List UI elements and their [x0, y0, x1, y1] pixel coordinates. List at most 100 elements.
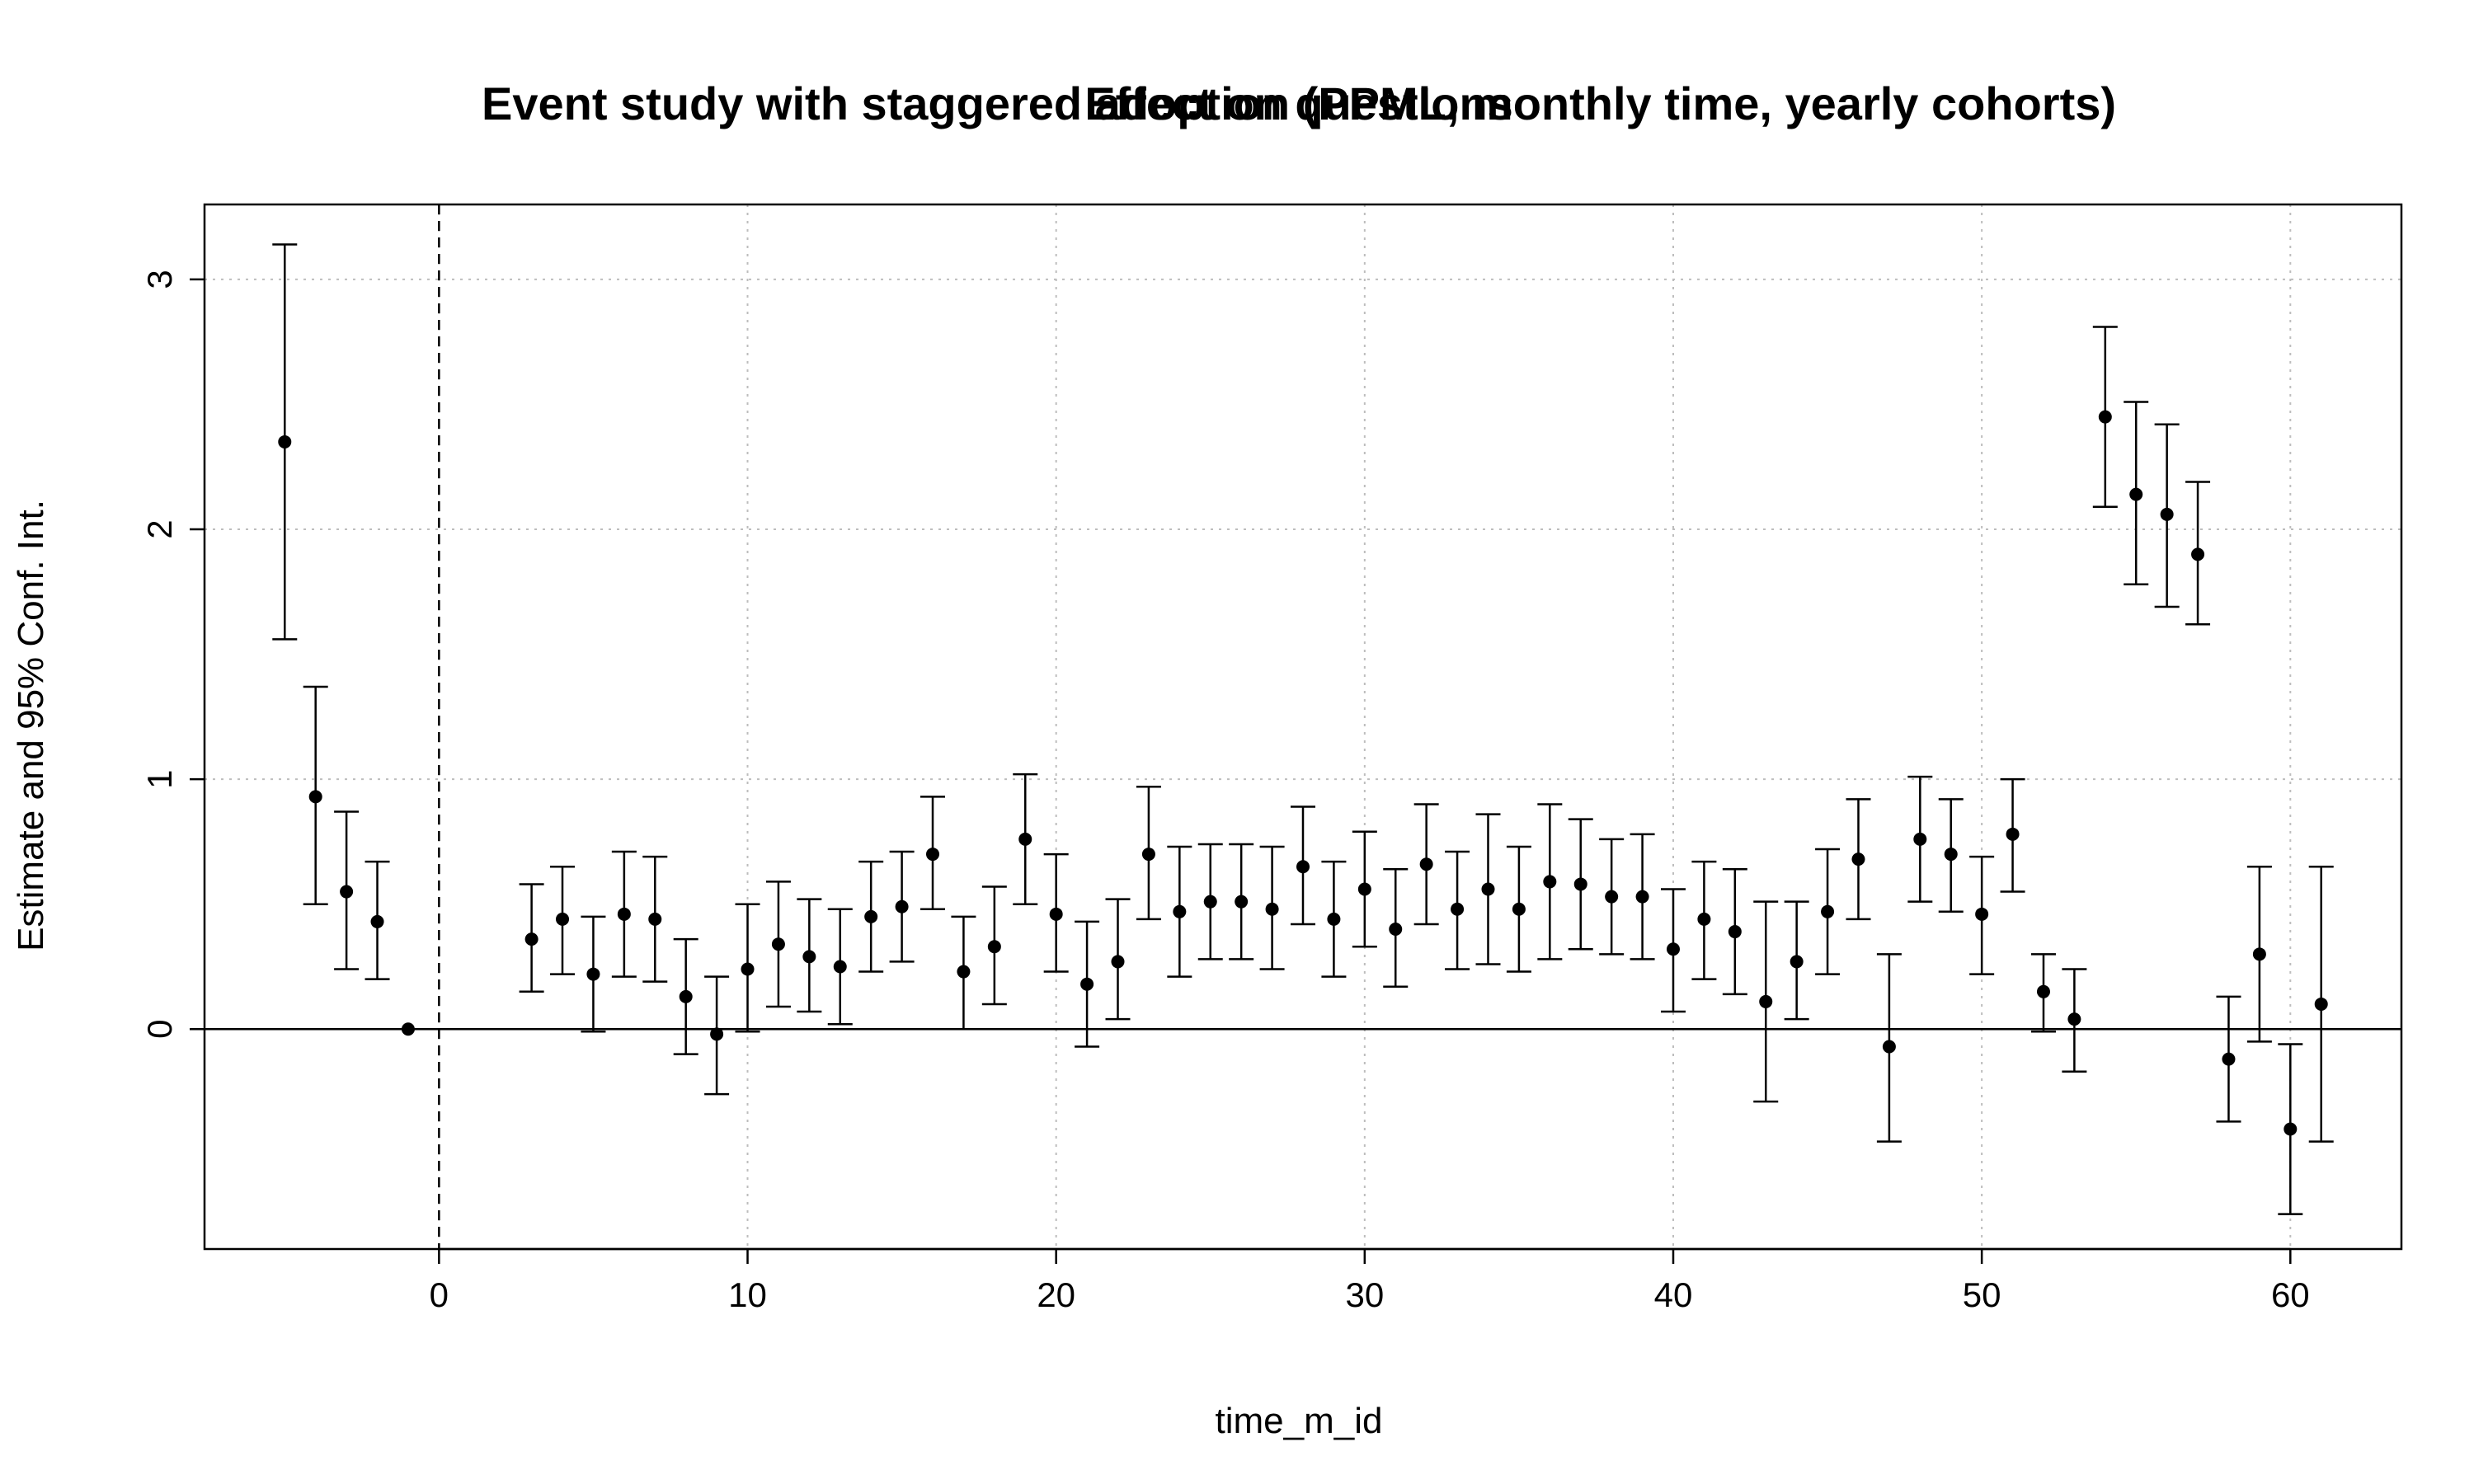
point-marker — [741, 962, 755, 976]
x-axis-label: time_m_id — [1216, 1401, 1383, 1441]
point-marker — [1265, 902, 1279, 916]
estimate-point — [1846, 798, 1871, 921]
point-marker — [1451, 902, 1465, 916]
estimate-point — [1229, 843, 1254, 960]
point-marker — [1049, 907, 1063, 921]
point-marker — [864, 909, 878, 923]
estimate-point — [334, 810, 360, 970]
x-tick-label: 60 — [2271, 1275, 2310, 1314]
estimate-point — [889, 850, 915, 963]
estimate-point — [2308, 865, 2334, 1143]
estimate-point — [1013, 773, 1038, 905]
estimate-point — [1784, 900, 1809, 1021]
point-marker — [524, 932, 539, 946]
point-marker — [1419, 857, 1433, 871]
point-marker — [2129, 487, 2143, 501]
estimate-point — [1753, 900, 1779, 1103]
x-tick-label: 30 — [1345, 1275, 1384, 1314]
estimate-point — [550, 865, 576, 975]
point-marker — [1327, 912, 1341, 926]
estimate-point — [1075, 920, 1100, 1048]
point-marker — [1389, 923, 1403, 937]
point-marker — [1296, 860, 1310, 874]
x-tick-label: 10 — [728, 1275, 767, 1314]
reference-lines — [205, 204, 2401, 1249]
point-marker — [1635, 890, 1649, 904]
point-marker — [1141, 848, 1155, 862]
point-marker — [987, 940, 1001, 954]
estimate-point — [1259, 845, 1285, 970]
point-marker — [926, 848, 940, 862]
estimate-point — [2124, 401, 2149, 585]
point-marker — [617, 907, 631, 921]
estimate-point — [401, 1022, 415, 1036]
point-marker — [1728, 925, 1742, 939]
estimate-point — [1938, 798, 1964, 913]
point-marker — [2222, 1052, 2236, 1066]
point-marker — [278, 434, 292, 448]
estimate-point — [1167, 845, 1192, 978]
estimate-point — [735, 903, 760, 1033]
point-marker — [710, 1027, 724, 1041]
y-tick-label: 3 — [140, 270, 179, 289]
point-marker — [1111, 955, 1125, 969]
point-marker — [2006, 827, 2020, 841]
point-marker — [556, 912, 570, 926]
estimate-point — [981, 885, 1007, 1006]
estimate-point — [2216, 995, 2241, 1123]
estimate-point — [1105, 898, 1131, 1021]
y-tick-label: 1 — [140, 769, 179, 788]
x-tick-label: 50 — [1963, 1275, 2001, 1314]
point-marker — [401, 1022, 415, 1036]
estimate-point — [1445, 850, 1470, 970]
estimate-point — [920, 796, 946, 911]
estimate-point — [1043, 852, 1069, 973]
x-tick-label: 0 — [430, 1275, 449, 1314]
point-marker — [1790, 955, 1804, 969]
estimate-point — [1568, 818, 1593, 951]
estimate-point — [1691, 860, 1717, 980]
point-marker — [2160, 507, 2174, 521]
estimate-point — [704, 975, 730, 1096]
point-marker — [586, 967, 600, 981]
estimate-point — [2030, 953, 2056, 1033]
y-tick-label: 0 — [140, 1020, 179, 1039]
point-marker — [1913, 832, 1927, 846]
point-marker — [679, 989, 693, 1003]
estimate-point — [1475, 813, 1501, 965]
point-marker — [1944, 848, 1958, 862]
estimate-point — [2154, 423, 2180, 608]
estimate-point — [1537, 803, 1563, 960]
estimate-point — [797, 898, 822, 1013]
estimate-point — [272, 243, 298, 641]
estimate-point — [1291, 805, 1315, 926]
point-marker — [2252, 947, 2266, 961]
estimate-point — [858, 860, 884, 973]
point-marker — [957, 965, 971, 979]
x-axis: 0 10 20 30 40 50 60 — [430, 1247, 2310, 1314]
estimate-point — [1660, 888, 1686, 1013]
estimate-point — [765, 881, 791, 1008]
point-marker — [2284, 1122, 2298, 1136]
point-marker — [1975, 907, 1989, 921]
point-marker — [308, 790, 322, 804]
point-marker — [1882, 1040, 1896, 1054]
estimate-point — [2278, 1043, 2303, 1215]
point-marker — [1173, 904, 1187, 918]
estimate-point — [1197, 843, 1223, 960]
point-marker — [1512, 902, 1526, 916]
point-marker — [802, 950, 816, 964]
point-marker — [1543, 875, 1557, 889]
estimate-point — [1907, 775, 1933, 903]
point-marker — [648, 912, 662, 926]
point-marker — [2036, 984, 2050, 998]
point-marker — [1080, 977, 1094, 991]
estimate-point — [642, 855, 668, 983]
point-marker — [1203, 895, 1217, 909]
estimate-point — [1969, 855, 1995, 975]
x-tick-label: 20 — [1037, 1275, 1075, 1314]
estimate-point — [2185, 481, 2211, 626]
point-marker — [1573, 877, 1587, 891]
estimate-point — [365, 860, 390, 980]
